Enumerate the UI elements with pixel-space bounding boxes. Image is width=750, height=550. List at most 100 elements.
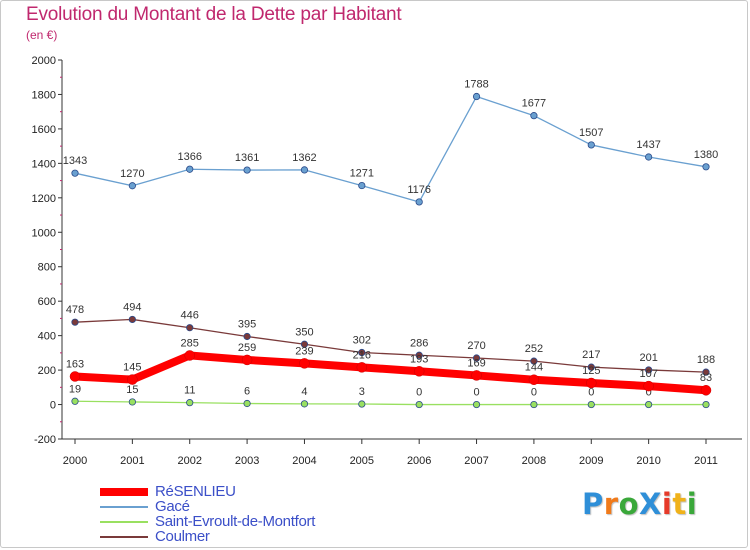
data-point: [645, 366, 653, 374]
data-label: 4: [301, 386, 307, 398]
legend-label: RéSENLIEU: [155, 483, 236, 500]
legend-swatch-saint-evroult: [100, 521, 148, 523]
data-point: [300, 340, 309, 348]
data-point: [243, 332, 251, 341]
data-point: [71, 169, 79, 177]
y-tick-label: 1000: [32, 227, 56, 239]
legend-item-coulmer: Coulmer: [100, 528, 420, 545]
data-label: 107: [639, 368, 657, 380]
legend-swatch-gace: [100, 506, 148, 508]
data-point: [358, 400, 366, 408]
x-tick-label: 2006: [407, 455, 431, 467]
legend-item-resenlieu: RéSENLIEU: [100, 483, 420, 500]
x-tick-label: 2011: [694, 455, 718, 467]
data-point: [186, 399, 194, 407]
y-tick-label: 2000: [32, 55, 56, 67]
data-label: 145: [123, 362, 141, 374]
data-label: 395: [238, 318, 256, 330]
data-label: 201: [639, 352, 657, 364]
chart-title: Evolution du Montant de la Dette par Hab…: [26, 4, 402, 25]
data-point: [472, 92, 481, 101]
x-tick-label: 2005: [350, 455, 374, 467]
data-point: [358, 348, 366, 357]
x-tick-label: 2008: [522, 455, 546, 467]
data-label: 125: [582, 365, 600, 377]
data-point: [702, 368, 710, 376]
legend-item-saint-evroult: Saint-Evroult-de-Montfort: [100, 513, 420, 530]
data-label: 169: [467, 357, 485, 369]
data-label: 1361: [235, 152, 259, 164]
x-tick-label: 2000: [63, 455, 87, 467]
data-point: [299, 358, 310, 369]
series-line-3: [74, 318, 707, 373]
data-label: 1380: [694, 149, 718, 161]
data-label: 239: [295, 345, 313, 357]
data-point: [587, 363, 595, 371]
data-label: 285: [181, 337, 199, 349]
data-label: 144: [525, 362, 543, 374]
data-point: [530, 400, 538, 409]
data-point: [472, 354, 481, 362]
data-point: [128, 315, 136, 324]
data-point: [530, 112, 538, 120]
data-point: [702, 163, 710, 171]
data-point: [645, 153, 653, 161]
data-point: [69, 371, 81, 382]
x-tick-label: 2010: [636, 455, 660, 467]
data-label: 0: [473, 387, 479, 399]
data-label: 259: [238, 342, 256, 354]
data-label: 350: [295, 326, 313, 338]
data-point: [243, 166, 251, 174]
data-label: 1677: [522, 98, 546, 110]
data-point: [243, 399, 251, 408]
data-label: 163: [66, 358, 84, 370]
x-tick-label: 2002: [177, 455, 201, 467]
data-label: 1270: [120, 168, 144, 180]
data-point: [186, 324, 194, 332]
data-label: 1437: [636, 139, 660, 151]
legend-label: Gacé: [155, 498, 190, 515]
y-tick-label: 1200: [32, 193, 56, 205]
y-tick-label: 0: [50, 400, 56, 412]
data-label: 216: [353, 349, 371, 361]
data-point: [71, 397, 79, 405]
data-label: 0: [588, 387, 594, 399]
data-label: 11: [184, 385, 195, 397]
data-label: 270: [467, 340, 485, 352]
data-label: 0: [416, 387, 422, 399]
x-tick-label: 2001: [120, 455, 144, 467]
data-point: [358, 181, 366, 190]
data-label: 1366: [177, 151, 201, 163]
data-point: [356, 362, 368, 373]
data-point: [415, 351, 423, 359]
data-label: 15: [126, 384, 138, 396]
data-point: [587, 400, 595, 409]
data-point: [530, 357, 538, 365]
data-point: [472, 400, 481, 409]
data-label: 478: [66, 304, 84, 316]
data-label: 302: [353, 335, 371, 347]
x-tick-label: 2003: [235, 455, 259, 467]
data-point: [128, 182, 136, 190]
data-point: [300, 166, 309, 174]
data-point: [127, 374, 138, 385]
chart-subtitle: (en €): [26, 28, 58, 42]
series-line-0: [71, 351, 710, 395]
data-label: 0: [646, 387, 652, 399]
data-label: 3: [359, 386, 365, 398]
y-tick-label: -200: [34, 434, 56, 446]
data-point: [586, 377, 597, 389]
data-label: 217: [582, 349, 600, 361]
data-point: [413, 366, 425, 377]
x-tick-label: 2009: [579, 455, 603, 467]
data-label: 6: [244, 386, 250, 398]
data-label: 1271: [350, 168, 374, 180]
y-tick-label: 600: [38, 296, 56, 308]
data-label: 19: [69, 383, 81, 395]
data-label: 286: [410, 337, 428, 349]
data-label: 188: [697, 354, 715, 366]
data-label: 446: [181, 310, 199, 322]
data-point: [71, 318, 79, 326]
data-point: [643, 380, 654, 392]
